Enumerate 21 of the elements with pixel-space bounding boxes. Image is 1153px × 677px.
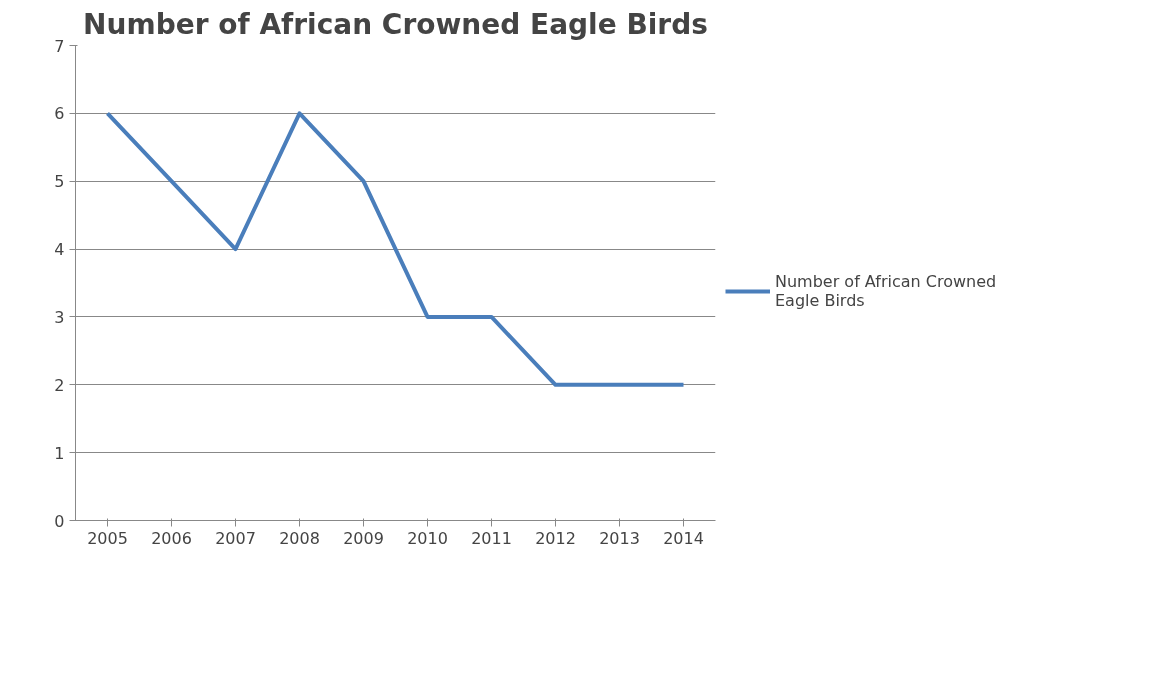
y-tick-label: 4 bbox=[54, 240, 65, 260]
x-tick-label: 2009 bbox=[343, 528, 384, 548]
y-tick-label: 7 bbox=[54, 36, 65, 56]
x-tick-label: 2007 bbox=[215, 528, 256, 548]
x-tick-label: 2008 bbox=[279, 528, 320, 548]
x-tick-label: 2005 bbox=[87, 528, 128, 548]
legend-label: Number of African Crowned Eagle Birds bbox=[775, 272, 997, 310]
x-tick-label: 2013 bbox=[599, 528, 640, 548]
y-tick-label: 5 bbox=[54, 172, 65, 192]
line-series bbox=[105, 111, 686, 387]
y-tick-label: 3 bbox=[54, 307, 65, 327]
x-tick-label: 2010 bbox=[407, 528, 448, 548]
x-tick-label: 2014 bbox=[663, 528, 704, 548]
y-tick-label: 1 bbox=[54, 443, 65, 463]
y-tick-label: 2 bbox=[54, 375, 65, 395]
y-tick-label: 6 bbox=[54, 104, 65, 124]
y-tick-label: 0 bbox=[54, 511, 65, 531]
x-tick-label: 2006 bbox=[151, 528, 192, 548]
x-tick-label: 2011 bbox=[471, 528, 512, 548]
x-tick-label: 2012 bbox=[535, 528, 576, 548]
chart-title: Number of African Crowned Eagle Birds bbox=[83, 7, 708, 41]
